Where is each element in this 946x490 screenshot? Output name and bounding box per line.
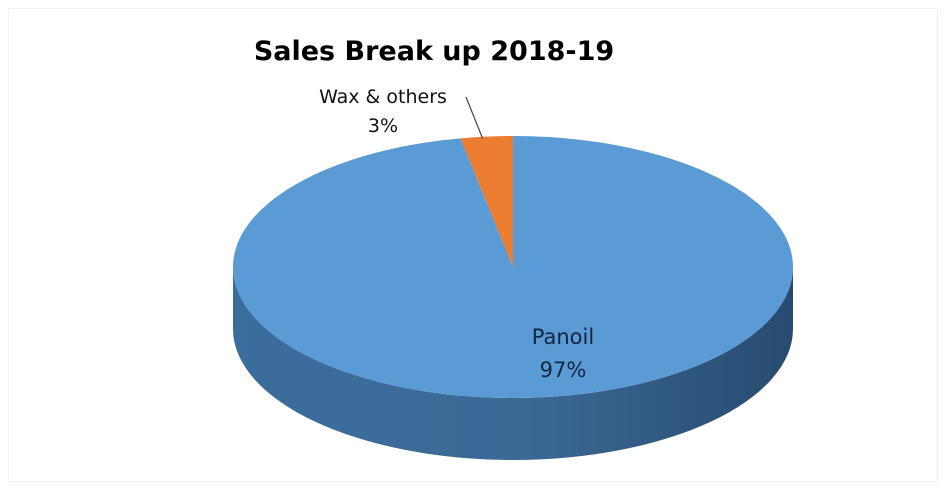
- leader-line: [465, 96, 484, 139]
- pie-side: [233, 267, 793, 460]
- chart-title: Sales Break up 2018-19: [254, 36, 614, 67]
- slice-label-percent: 97%: [540, 358, 587, 382]
- slice-label-name: Panoil: [532, 325, 594, 349]
- slice-label-name: Wax & others: [319, 86, 447, 108]
- pie-slices: [232, 136, 793, 398]
- slice-label-percent: 3%: [368, 115, 398, 137]
- pie-slice-wax-others: [460, 136, 513, 267]
